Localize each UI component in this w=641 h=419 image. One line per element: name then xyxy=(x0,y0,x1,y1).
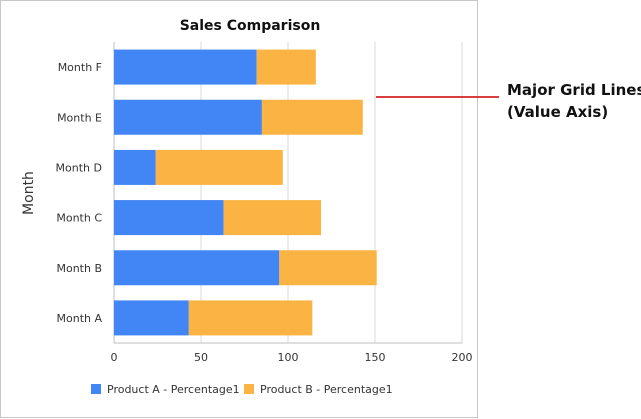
bar xyxy=(223,200,322,236)
bar xyxy=(256,49,316,85)
bar xyxy=(114,300,189,336)
y-tick-label: Month F xyxy=(58,61,102,74)
bar xyxy=(114,149,156,185)
legend-swatch xyxy=(91,384,101,394)
callout-line-2: (Value Axis) xyxy=(507,103,609,121)
x-tick-label: 100 xyxy=(278,351,299,364)
grid-lines-callout: Major Grid Lines (Value Axis) xyxy=(507,79,641,123)
legend-label: Product A - Percentage1 xyxy=(107,383,240,396)
y-axis-title: Month xyxy=(21,171,37,215)
legend-label: Product B - Percentage1 xyxy=(260,383,393,396)
y-tick-label: Month C xyxy=(56,212,102,225)
bar xyxy=(114,250,280,286)
bar xyxy=(114,200,224,236)
callout-line-1: Major Grid Lines xyxy=(507,81,641,99)
chart-title: Sales Comparison xyxy=(180,18,321,34)
bar xyxy=(188,300,313,336)
bar xyxy=(279,250,377,286)
bar xyxy=(114,49,257,85)
y-tick-label: Month B xyxy=(56,262,102,275)
x-tick-label: 200 xyxy=(452,351,473,364)
y-tick-label: Month A xyxy=(57,312,103,325)
x-tick-label: 0 xyxy=(111,351,118,364)
x-tick-label: 50 xyxy=(194,351,208,364)
y-tick-label: Month E xyxy=(57,111,102,124)
bar xyxy=(261,99,363,135)
legend-swatch xyxy=(244,384,254,394)
bar xyxy=(155,149,283,185)
bar xyxy=(114,99,262,135)
y-tick-label: Month D xyxy=(56,161,102,174)
x-tick-label: 150 xyxy=(365,351,386,364)
